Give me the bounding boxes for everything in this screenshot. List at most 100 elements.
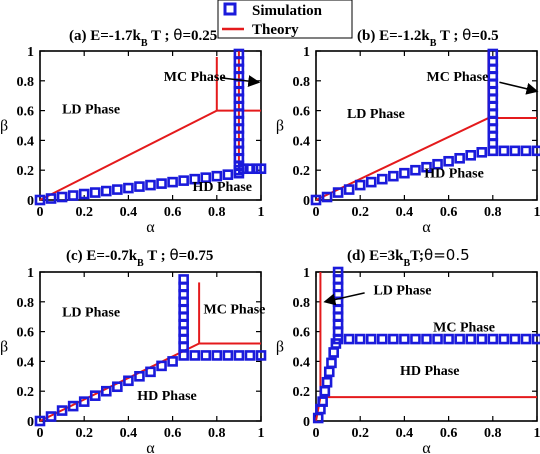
phase-label: MC Phase — [427, 70, 489, 85]
phase-label: HD Phase — [400, 364, 460, 379]
x-tick-label: 1 — [258, 426, 265, 441]
x-tick-label: 1 — [534, 205, 540, 220]
simulation-point — [376, 173, 388, 185]
simulation-point — [388, 170, 399, 182]
simulation-point — [145, 366, 156, 378]
simulation-point — [487, 333, 499, 345]
x-tick-label: 0.4 — [120, 426, 138, 441]
simulation-point — [498, 333, 510, 345]
simulation-point — [156, 360, 167, 372]
x-tick-label: 0 — [37, 426, 44, 441]
simulation-point — [365, 333, 377, 345]
simulation-point — [67, 190, 79, 201]
x-tick-label: 1 — [534, 426, 540, 441]
y-tick-label: 1 — [303, 266, 310, 281]
x-axis-label: α — [422, 219, 431, 236]
simulation-point — [244, 163, 256, 175]
simulation-point — [45, 193, 57, 204]
annotation-arrow — [221, 75, 261, 88]
x-tick-label: 0.6 — [164, 205, 182, 220]
phase-label: LD Phase — [62, 306, 120, 321]
y-tick-label: 0.8 — [17, 296, 35, 311]
simulation-point — [78, 396, 90, 407]
simulation-point — [233, 48, 245, 60]
annotation-arrow — [323, 292, 365, 306]
x-tick-label: 0.6 — [164, 426, 182, 441]
simulation-point — [399, 333, 410, 345]
simulation-point — [310, 194, 322, 206]
panel-title: (c) E=-0.7kB T ; θ=0.75 — [66, 246, 213, 269]
panel-title: (b) E=-1.2kB T ; θ=0.5 — [357, 26, 499, 49]
simulation-point — [531, 145, 540, 157]
x-tick-label: 0.2 — [75, 426, 93, 441]
simulation-point — [167, 176, 178, 188]
simulation-point — [443, 333, 454, 345]
simulation-point — [255, 163, 267, 175]
plot-frame — [315, 271, 538, 422]
plot-frame — [39, 271, 262, 422]
simulation-point — [509, 333, 521, 345]
simulation-point — [178, 274, 189, 285]
simulation-point — [89, 390, 101, 401]
panel-a: 0 0.2 0.4 0.6 0.8 1 0 0.2 0.4 0.6 0.8 1 α β (a) E=-1.7… — [0, 26, 267, 236]
legend-simulation-label: Simulation — [252, 3, 323, 19]
y-tick-label: 1 — [27, 266, 34, 281]
y-axis-label: β — [276, 118, 284, 135]
legend-simulation-marker — [223, 2, 237, 16]
x-tick-label: 0.2 — [351, 205, 369, 220]
panel-d: 0 0.2 0.4 0.6 0.8 1 0 0.2 0.4 0.6 0.8 1 α β (d) E=3kBT… — [276, 246, 540, 454]
simulation-point — [443, 155, 454, 167]
y-tick-label: 0 — [27, 415, 34, 430]
y-tick-label: 0 — [27, 194, 34, 209]
y-tick-label: 0.2 — [293, 385, 311, 400]
simulation-point — [101, 185, 112, 197]
phase-label: HD Phase — [192, 180, 252, 195]
panel-title: (d) E=3kBT;θ=0.5 — [347, 246, 470, 269]
simulation-point — [531, 333, 540, 345]
simulation-point — [34, 194, 46, 206]
simulation-point — [45, 411, 57, 422]
simulation-point — [465, 333, 477, 345]
theory-line — [39, 109, 218, 201]
simulation-point — [520, 333, 532, 345]
y-tick-label: 0.4 — [293, 134, 311, 149]
simulation-point — [145, 179, 156, 191]
simulation-point — [244, 350, 256, 361]
y-tick-label: 0.2 — [17, 164, 35, 179]
simulation-point — [200, 350, 212, 361]
simulation-point — [167, 356, 178, 367]
x-tick-label: 0 — [313, 205, 320, 220]
simulation-point — [101, 385, 112, 397]
plot-frame — [315, 50, 538, 201]
simulation-point — [498, 145, 510, 157]
simulation-point — [123, 182, 134, 194]
simulation-point — [211, 350, 223, 361]
y-tick-label: 0.4 — [293, 355, 311, 370]
annotation-arrow — [499, 81, 539, 95]
simulation-point — [222, 169, 234, 180]
panel-c: 0 0.2 0.4 0.6 0.8 1 0 0.2 0.4 0.6 0.8 1 α β (c) E=-0.7… — [0, 246, 267, 454]
simulation-point — [465, 150, 477, 161]
simulation-point — [332, 333, 344, 345]
simulation-point — [238, 163, 249, 175]
simulation-point — [222, 350, 234, 361]
simulation-point — [365, 176, 377, 188]
simulation-point — [134, 370, 145, 382]
simulation-point — [233, 350, 245, 361]
simulation-point — [421, 161, 432, 173]
x-tick-label: 0.2 — [75, 205, 93, 220]
simulation-point — [354, 333, 366, 345]
simulation-point — [432, 158, 443, 170]
y-tick-label: 0.6 — [17, 326, 35, 341]
y-tick-label: 1 — [27, 45, 34, 60]
y-tick-label: 0.2 — [17, 385, 35, 400]
plot-frame — [39, 50, 262, 201]
panel-title: (a) E=-1.7kB T ; θ=0.25 — [69, 26, 217, 49]
x-tick-label: 0.4 — [396, 205, 414, 220]
y-tick-label: 0.6 — [293, 326, 311, 341]
x-tick-label: 0.6 — [440, 426, 458, 441]
y-tick-label: 0.6 — [17, 105, 35, 120]
phase-label: LD Phase — [62, 103, 120, 118]
simulation-point — [317, 396, 328, 407]
